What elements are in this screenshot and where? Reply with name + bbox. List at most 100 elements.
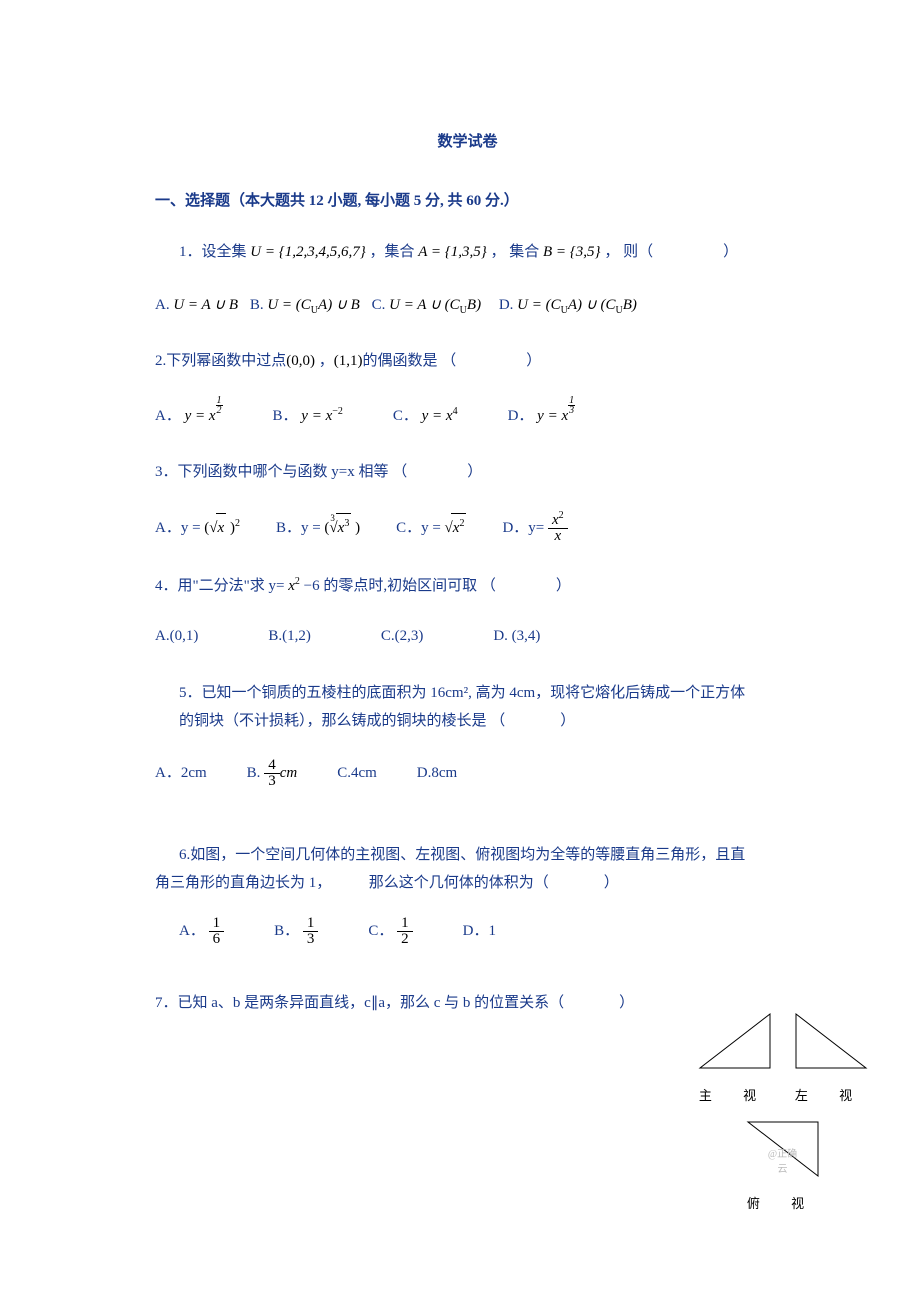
q1-d-sub1: U bbox=[561, 305, 568, 316]
q4-opt-b: B.(1,2) bbox=[268, 622, 311, 651]
q2-mid2: 的偶函数是 （ bbox=[363, 353, 457, 369]
q1-set-b: B = {3,5} bbox=[543, 244, 601, 260]
q1-b-math-1: U = (C bbox=[267, 297, 310, 313]
q5-b-num: 4 bbox=[264, 758, 280, 774]
triangle-left-view-icon bbox=[792, 1010, 870, 1074]
question-3: 3．下列函数中哪个与函数 y=x 相等 （） A．y = (√x )2 B．y … bbox=[155, 458, 780, 544]
q5-opt-c: C.4cm bbox=[337, 759, 377, 788]
q7-stem-end: ） bbox=[619, 995, 634, 1011]
q4-opt-d: D. (3,4) bbox=[493, 622, 540, 651]
watermark-text: @正确云 bbox=[763, 1145, 802, 1175]
q2-pt2: (1,1) bbox=[334, 353, 363, 369]
q4-stem-post: −6 的零点时,初始区间可取 （ bbox=[300, 578, 496, 594]
q6-b-num: 1 bbox=[303, 916, 319, 932]
q2-c-exp: 4 bbox=[453, 406, 458, 417]
q4-opt-a: A.(0,1) bbox=[155, 622, 198, 651]
q6-c-label: C． bbox=[368, 922, 393, 938]
q6-line2b: 那么这个几何体的体积为（ bbox=[369, 875, 549, 891]
q2-c-math: y = x bbox=[422, 408, 453, 424]
q1-opt-c-label: C. bbox=[372, 297, 386, 313]
q1-mid1: ，集合 bbox=[369, 244, 418, 260]
q3-d-num: x bbox=[552, 512, 559, 528]
q6-a-den: 6 bbox=[209, 932, 225, 947]
q3-c-label: C．y = bbox=[396, 520, 444, 536]
q2-b-exp: −2 bbox=[332, 406, 343, 417]
q4-stem-end: ） bbox=[556, 578, 571, 594]
q2-mid1: ， bbox=[315, 353, 334, 369]
q1-set-u: U = {1,2,3,4,5,6,7} bbox=[250, 244, 365, 260]
q2-stem: 2.下列幂函数中过点 bbox=[155, 353, 286, 369]
q4-stem-math: x bbox=[288, 578, 295, 594]
question-5: 5．已知一个铜质的五棱柱的底面积为 16cm², 高为 4cm，现将它熔化后铸成… bbox=[155, 679, 780, 789]
q5-b-label: B. bbox=[247, 764, 261, 780]
q1-d-math-2: A) ∪ (C bbox=[568, 297, 616, 313]
q4-stem-pre: 4．用"二分法"求 y= bbox=[155, 578, 288, 594]
question-6: 6.如图，一个空间几何体的主视图、左视图、俯视图均为全等的等腰直角三角形，且直 … bbox=[155, 841, 780, 947]
q6-a-num: 1 bbox=[209, 916, 225, 932]
q3-d-num-exp: 2 bbox=[559, 510, 564, 521]
q1-stem-pre: 1．设全集 bbox=[179, 244, 247, 260]
q3-b-label: B．y = bbox=[276, 520, 324, 536]
q1-c-math-2: B) bbox=[467, 297, 481, 313]
q3-a-label: A．y = bbox=[155, 520, 204, 536]
q2-a-label: A． bbox=[155, 408, 181, 424]
q3-b-exp-in: 3 bbox=[344, 518, 349, 529]
q6-c-den: 2 bbox=[397, 932, 413, 947]
q2-mid3: ） bbox=[526, 353, 541, 369]
q3-d-den: x bbox=[548, 529, 568, 544]
q6-b-den: 3 bbox=[303, 932, 319, 947]
q3-b-post: ) bbox=[351, 520, 360, 536]
question-2: 2.下列幂函数中过点(0,0) ，(1,1)的偶函数是 （） A． y = x1… bbox=[155, 347, 780, 430]
question-1: 1．设全集 U = {1,2,3,4,5,6,7} ，集合 A = {1,3,5… bbox=[155, 238, 780, 319]
q3-a-arg: x bbox=[216, 513, 227, 543]
q1-c-sub: U bbox=[460, 305, 467, 316]
q1-mid4: ） bbox=[723, 244, 738, 260]
q5-opt-d: D.8cm bbox=[417, 759, 457, 788]
diagram-label-main: 主 视 bbox=[696, 1085, 774, 1104]
q1-opt-a-label: A. bbox=[155, 297, 170, 313]
q2-d-math: y = x bbox=[537, 408, 568, 424]
q5-line2-end: ） bbox=[560, 713, 575, 729]
q1-opt-d-label: D. bbox=[499, 297, 514, 313]
q6-c-num: 1 bbox=[397, 916, 413, 932]
q2-a-math: y = x bbox=[185, 408, 216, 424]
q1-b-sub: U bbox=[311, 305, 318, 316]
question-4: 4．用"二分法"求 y= x2 −6 的零点时,初始区间可取 （） A.(0,1… bbox=[155, 572, 780, 651]
q3-d-label: D．y= bbox=[502, 519, 544, 535]
q3-c-exp-in: 2 bbox=[459, 518, 464, 529]
q2-b-label: B． bbox=[273, 408, 298, 424]
q5-line1: 5．已知一个铜质的五棱柱的底面积为 16cm², 高为 4cm，现将它熔化后铸成… bbox=[179, 679, 780, 708]
q2-b-math: y = x bbox=[301, 408, 332, 424]
q6-b-label: B． bbox=[274, 922, 299, 938]
q6-line2a: 角三角形的直角边长为 1， bbox=[155, 875, 331, 891]
q1-b-math-2: A) ∪ B bbox=[318, 297, 360, 313]
q1-mid2: ， 集合 bbox=[491, 244, 544, 260]
q2-d-label: D． bbox=[508, 408, 534, 424]
q5-opt-a: A．2cm bbox=[155, 759, 207, 788]
triangle-main-view-icon bbox=[696, 1010, 774, 1074]
q5-b-den: 3 bbox=[264, 774, 280, 789]
q4-opt-c: C.(2,3) bbox=[381, 622, 424, 651]
q1-d-math-3: B) bbox=[623, 297, 637, 313]
q3-a-post: ) bbox=[226, 520, 235, 536]
section-header: 一、选择题（本大题共 12 小题, 每小题 5 分, 共 60 分.） bbox=[155, 189, 780, 210]
q1-c-math-1: U = A ∪ (C bbox=[389, 297, 460, 313]
q3-stem2: ） bbox=[467, 464, 482, 480]
q3-a-exp: 2 bbox=[235, 518, 240, 529]
diagram-label-left: 左 视 bbox=[792, 1085, 870, 1104]
q1-d-sub2: U bbox=[616, 305, 623, 316]
q1-d-math-1: U = (C bbox=[517, 297, 560, 313]
q3-stem: 3．下列函数中哪个与函数 y=x 相等 （ bbox=[155, 464, 407, 480]
page-title: 数学试卷 bbox=[155, 130, 780, 151]
q2-c-label: C． bbox=[393, 408, 418, 424]
q6-a-label: A． bbox=[179, 922, 205, 938]
q7-stem: 7．已知 a、b 是两条异面直线，c∥a，那么 c 与 b 的位置关系（ bbox=[155, 995, 564, 1011]
q1-opt-b-label: B. bbox=[250, 297, 264, 313]
q6-line1: 6.如图，一个空间几何体的主视图、左视图、俯视图均为全等的等腰直角三角形，且直 bbox=[155, 841, 780, 870]
q2-pt1: (0,0) bbox=[286, 353, 315, 369]
diagram-label-top: 俯 视 bbox=[744, 1193, 822, 1212]
three-view-diagram: 主 视 左 视 @正确云 俯 视 bbox=[685, 1010, 880, 1212]
q5-line2: 的铜块（不计损耗），那么铸成的铜块的棱长是 （ bbox=[179, 713, 505, 729]
q1-mid3: ， 则（ bbox=[604, 244, 653, 260]
q5-b-unit: cm bbox=[280, 764, 298, 780]
